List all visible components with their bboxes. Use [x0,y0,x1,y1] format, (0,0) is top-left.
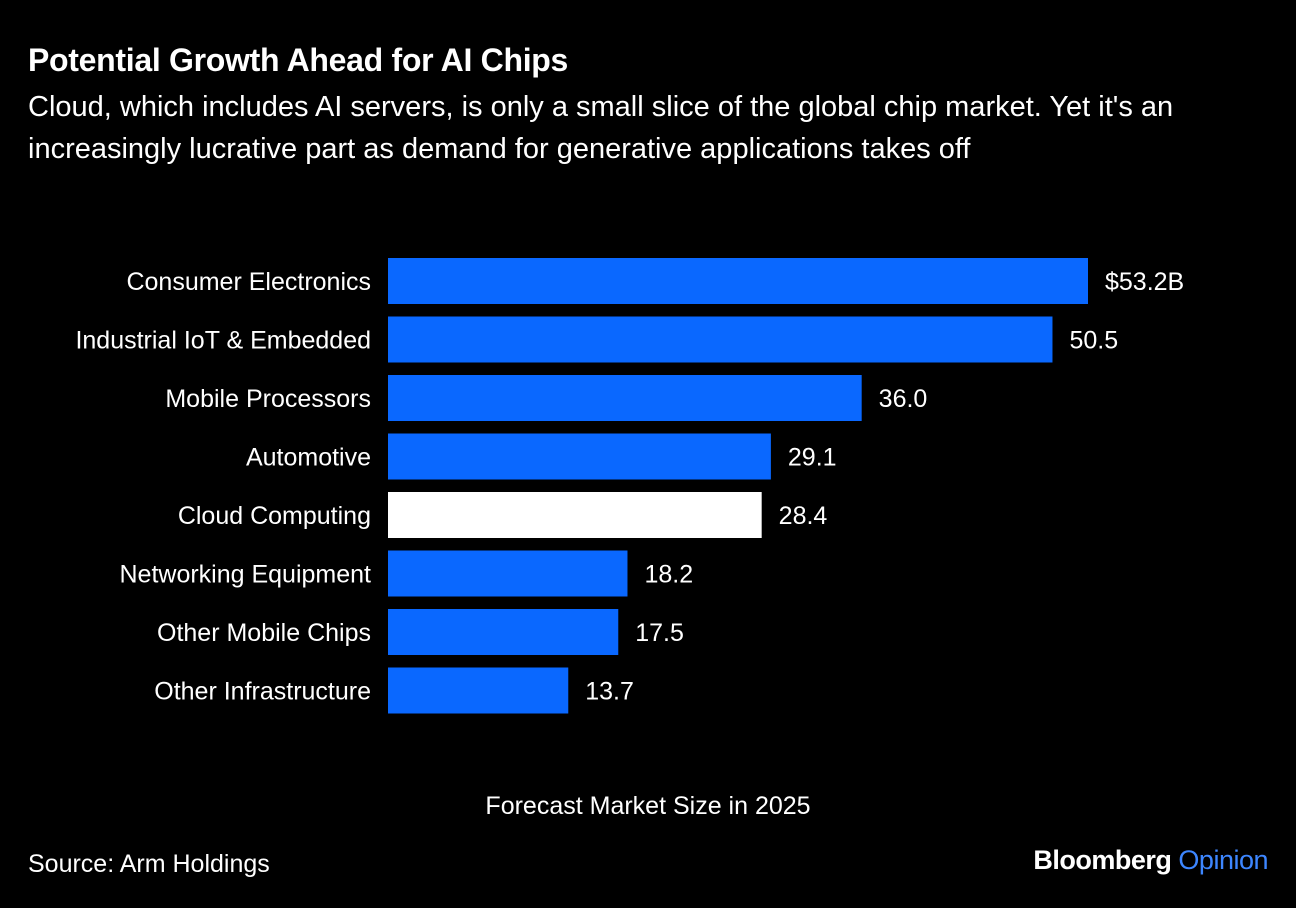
value-label-networking-equipment: 18.2 [644,561,693,589]
category-label-consumer-electronics: Consumer Electronics [126,268,371,296]
bar-other-infrastructure [388,667,569,714]
bar-other-mobile-chips [388,609,619,655]
value-label-automotive: 29.1 [788,444,837,472]
bars-group: Consumer Electronics $53.2B Industrial IoT… [75,258,1184,714]
bar-cloud-computing [388,492,762,538]
chart-title: Potential Growth Ahead for AI Chips [28,42,569,78]
value-label-industrial-iot-embedded: 50.5 [1069,327,1118,355]
value-label-other-mobile-chips: 17.5 [635,619,684,647]
category-label-other-infrastructure: Other Infrastructure [154,678,371,706]
bar-consumer-electronics [388,258,1088,304]
category-label-other-mobile-chips: Other Mobile Chips [157,619,371,647]
category-label-cloud-computing: Cloud Computing [178,502,371,530]
category-label-industrial-iot-embedded: Industrial IoT & Embedded [75,327,371,355]
category-label-networking-equipment: Networking Equipment [119,561,371,589]
bar-networking-equipment [388,550,628,597]
brand-name: Bloomberg [1033,845,1172,875]
value-label-other-infrastructure: 13.7 [585,678,634,706]
chart-subtitle: Cloud, which includes AI servers, is onl… [28,91,1174,165]
category-label-mobile-processors: Mobile Processors [165,385,371,413]
bar-industrial-iot-embedded [388,316,1053,363]
bar-automotive [388,433,771,480]
brand-suffix: Opinion [1178,845,1268,875]
category-label-automotive: Automotive [246,444,371,472]
x-axis-label: Forecast Market Size in 2025 [485,792,811,820]
brand-logo: Bloomberg Opinion [1033,845,1268,876]
value-label-cloud-computing: 28.4 [779,502,828,530]
value-label-consumer-electronics: $53.2B [1105,268,1184,296]
bar-mobile-processors [388,375,862,421]
value-label-mobile-processors: 36.0 [879,385,928,413]
source-note: Source: Arm Holdings [28,850,270,878]
